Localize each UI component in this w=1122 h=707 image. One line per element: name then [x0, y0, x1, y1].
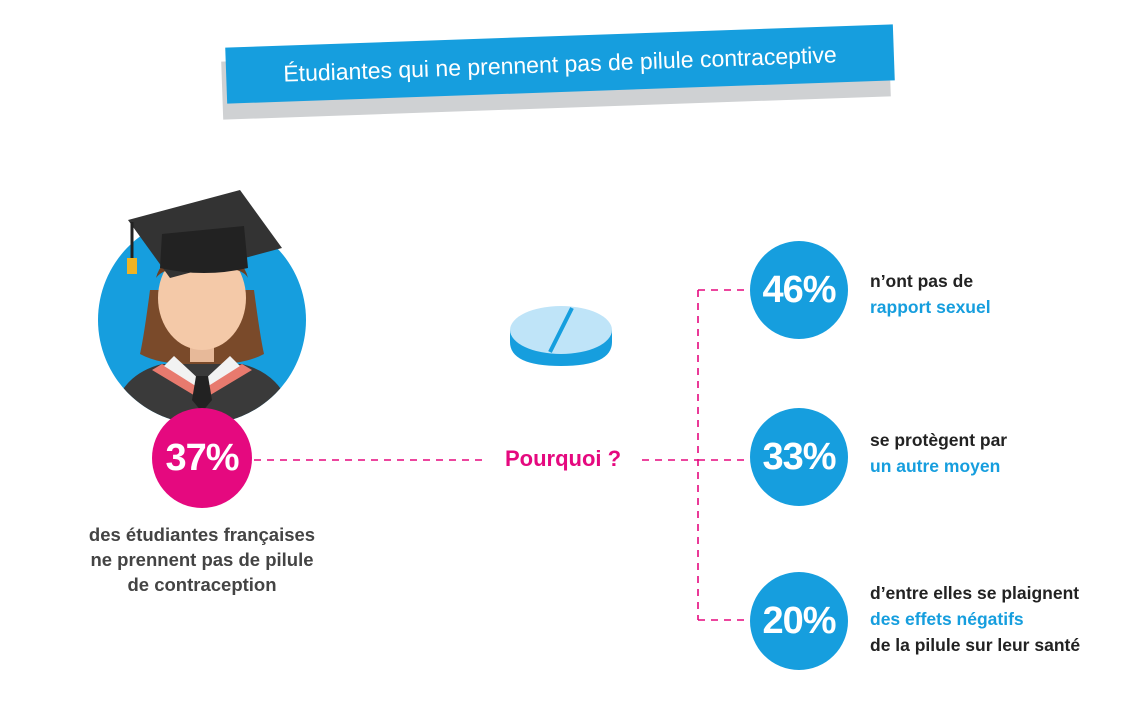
description-line: de contraception — [127, 574, 277, 595]
reason-circle: 46% — [750, 241, 848, 339]
reason-value: 20% — [762, 599, 836, 642]
main-stat-value: 37% — [165, 436, 239, 479]
reason-line: se protègent par — [870, 430, 1008, 450]
reason-text: n’ont pas de rapport sexuel — [870, 268, 1120, 320]
reason-highlight: rapport sexuel — [870, 297, 991, 317]
reason-highlight: un autre moyen — [870, 456, 1001, 476]
reason-line: n’ont pas de — [870, 271, 974, 291]
description-line: ne prennent pas de pilule — [90, 549, 314, 570]
reason-text: se protègent par un autre moyen — [870, 427, 1120, 479]
question-label: Pourquoi ? — [488, 442, 638, 476]
reason-highlight: des effets négatifs — [870, 609, 1024, 629]
question-text: Pourquoi ? — [504, 446, 622, 471]
reason-value: 46% — [762, 268, 836, 311]
reason-line: d’entre elles se plaignent — [870, 583, 1080, 603]
pill-icon — [510, 306, 612, 366]
main-stat-description: des étudiantes françaises ne prennent pa… — [62, 522, 342, 597]
reason-text: d’entre elles se plaignent des effets né… — [870, 580, 1120, 658]
reason-line: de la pilule sur leur santé — [870, 635, 1081, 655]
description-line: des étudiantes françaises — [88, 524, 316, 545]
reason-value: 33% — [762, 435, 836, 478]
main-stat-circle: 37% — [152, 408, 252, 508]
reason-circle: 33% — [750, 408, 848, 506]
graduate-avatar-icon — [98, 190, 306, 424]
reason-circle: 20% — [750, 572, 848, 670]
